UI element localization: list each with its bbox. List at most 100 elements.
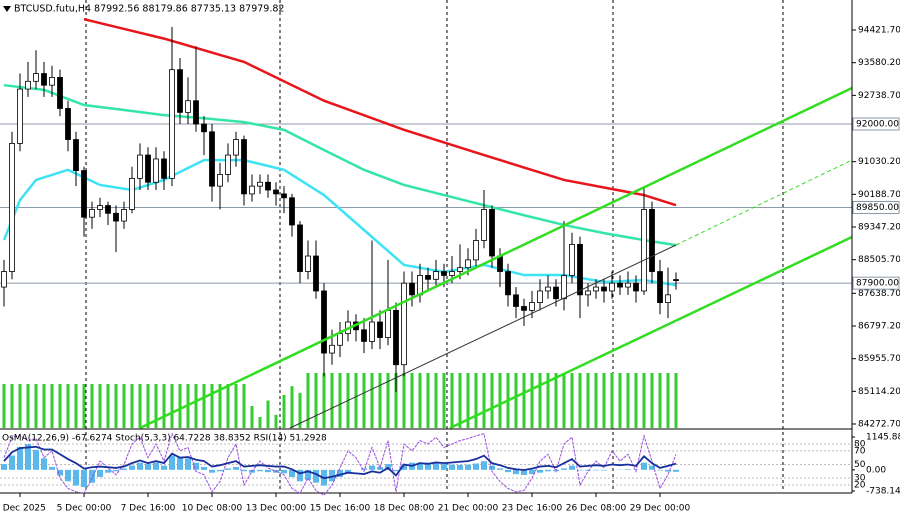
osma-bar	[393, 469, 399, 472]
osma-bar	[153, 462, 159, 470]
volume-bar	[98, 384, 102, 428]
volume-bar	[106, 384, 110, 428]
candle-body	[49, 77, 55, 86]
volume-bar	[378, 373, 382, 428]
volume-bar	[586, 373, 590, 428]
menu-arrow	[3, 6, 11, 12]
y-tick-label: 85114.20	[858, 387, 900, 397]
candle-body	[273, 189, 279, 195]
candle-body	[393, 309, 399, 366]
volume-bar	[202, 384, 206, 428]
candle-body	[593, 286, 599, 292]
candle-body	[177, 69, 183, 113]
osma-bar	[345, 469, 351, 473]
candle-body	[89, 209, 95, 218]
candle-body	[153, 158, 159, 183]
volume-bar	[410, 373, 414, 428]
candle-body	[137, 154, 143, 179]
osma-bar	[289, 469, 295, 478]
candle-body	[425, 275, 431, 280]
candle-body	[481, 209, 487, 241]
volume-bar	[466, 373, 470, 428]
y-tick-label: 87638.70	[858, 289, 900, 299]
moving-average	[83, 17, 677, 207]
indicator-y2-label: -738.1492	[866, 487, 900, 497]
osma-bar	[209, 469, 215, 473]
osma-bar	[665, 469, 671, 472]
candle-body	[657, 271, 663, 303]
candle-body	[337, 333, 343, 346]
candle-body	[201, 123, 207, 133]
osma-bar	[585, 469, 591, 471]
volume-bar	[322, 373, 326, 428]
candle-body	[385, 309, 391, 338]
candle-body	[33, 73, 39, 82]
osma-bar	[593, 469, 599, 471]
osma-bar	[537, 469, 543, 473]
osma-bar	[369, 465, 375, 470]
volume-bar	[282, 395, 286, 428]
volume-bar	[402, 373, 406, 428]
candle-body	[361, 329, 367, 342]
y-tick-label: 86797.20	[858, 321, 900, 331]
volume-bar	[314, 373, 318, 428]
candle-body	[113, 212, 119, 222]
osma-bar	[313, 469, 319, 483]
volume-bar	[354, 373, 358, 428]
x-tick-label: 15 Dec 16:00	[310, 504, 371, 514]
osma-bar	[521, 469, 527, 476]
volume-bar	[602, 373, 606, 428]
osma-bar	[489, 465, 495, 470]
candle-body	[537, 290, 543, 303]
stoch-line	[3, 432, 677, 496]
volume-bar	[50, 384, 54, 428]
osma-bar	[25, 444, 31, 470]
osma-bar	[185, 458, 191, 470]
volume-layer	[2, 373, 678, 428]
osma-bar	[457, 464, 463, 470]
candle-body	[281, 193, 287, 199]
osma-bar	[97, 469, 103, 478]
candle-body	[577, 243, 583, 296]
osma-bar	[577, 469, 583, 471]
volume-bar	[338, 373, 342, 428]
osma-bar	[673, 469, 679, 472]
level-box	[852, 200, 900, 214]
volume-bar	[546, 373, 550, 428]
y-tick-label: 90188.70	[858, 190, 900, 200]
volume-bar	[666, 373, 670, 428]
channel-extension	[675, 159, 853, 246]
candle-body	[513, 294, 519, 307]
osma-bar	[425, 462, 431, 470]
osma-bar	[505, 469, 511, 473]
volume-bar	[594, 373, 598, 428]
candle-body	[433, 271, 439, 280]
osma-bar	[137, 462, 143, 470]
volume-bar	[146, 384, 150, 428]
osma-bar	[257, 469, 263, 472]
candle-body	[129, 177, 135, 210]
volume-bar	[306, 373, 310, 428]
osma-bar	[129, 465, 135, 470]
osma-bar	[441, 464, 447, 470]
osma-bar	[329, 469, 335, 482]
volume-bar	[634, 373, 638, 428]
volume-bar	[90, 384, 94, 428]
osma-bar	[169, 455, 175, 470]
moving-average	[2, 158, 677, 287]
channel-upper	[139, 86, 853, 430]
x-tick-label: 29 Dec 00:00	[630, 504, 691, 514]
candle-body	[553, 286, 559, 300]
osma-bar	[49, 466, 55, 470]
indicator-layer	[0, 432, 852, 496]
volume-bar	[418, 373, 422, 428]
candle-body	[633, 282, 639, 292]
osma-bar	[145, 464, 151, 470]
volume-bar	[434, 373, 438, 428]
osma-bar	[225, 468, 231, 470]
x-tick-label: 26 Dec 08:00	[566, 504, 627, 514]
x-tick-label: 10 Dec 08:00	[182, 504, 243, 514]
x-tick-label: 5 Dec 00:00	[57, 504, 112, 514]
candle-body	[497, 255, 503, 272]
